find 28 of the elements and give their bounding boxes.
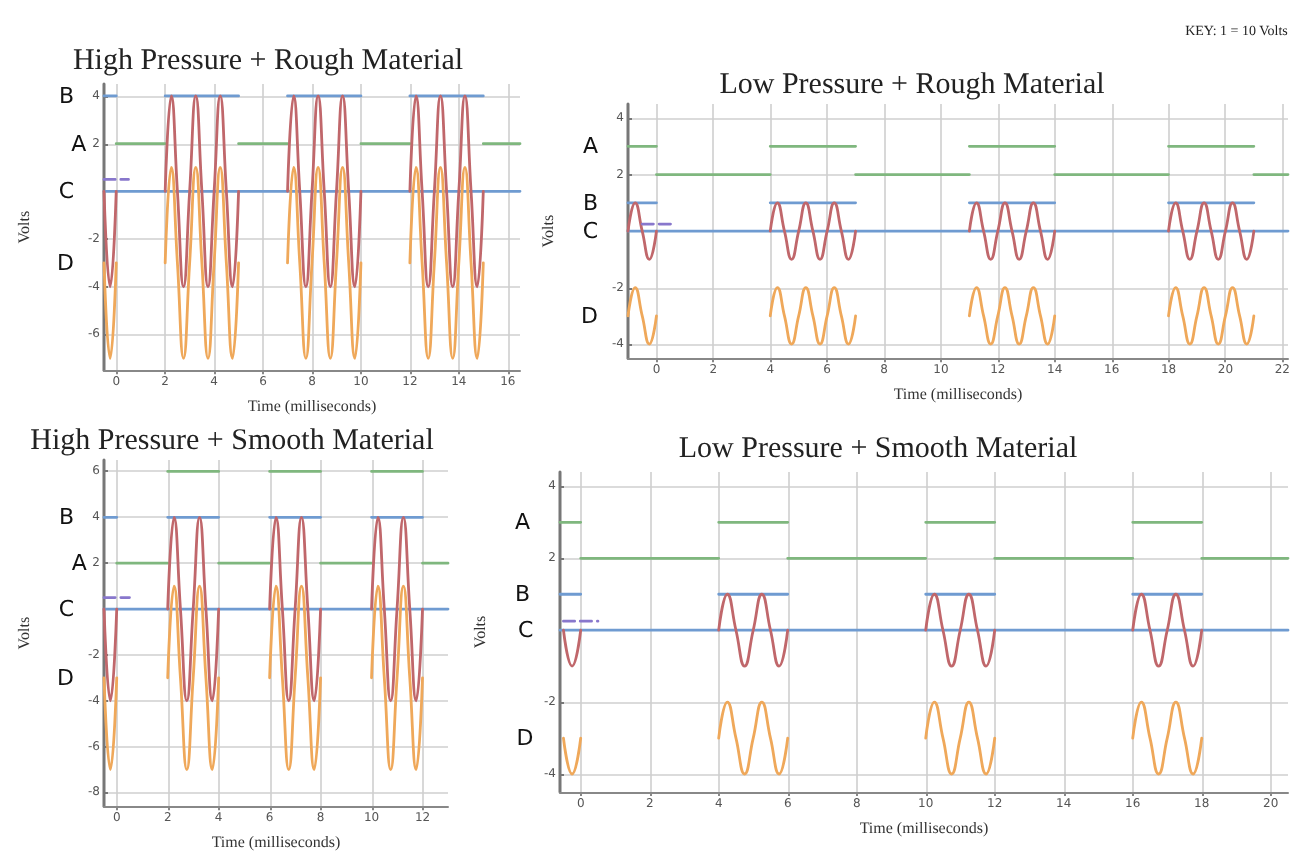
series-label: D — [516, 725, 534, 752]
chart-title: Low Pressure + Rough Material — [719, 69, 1105, 101]
chart-title: Low Pressure + Smooth Material — [678, 433, 1078, 465]
series-label: A — [71, 130, 88, 157]
series-label: A — [514, 509, 531, 536]
y-axis-title: Volts — [471, 615, 489, 649]
series-label: C — [58, 596, 75, 623]
x-axis-title: Time (milliseconds) — [211, 833, 342, 851]
x-axis-title: Time (milliseconds) — [859, 818, 990, 837]
series-label: A — [71, 550, 88, 577]
y-axis-title: Volts — [539, 214, 557, 248]
series-label: D — [57, 249, 74, 276]
series-label: C — [518, 617, 535, 644]
y-axis-title: Volts — [15, 210, 33, 244]
series-label: B — [514, 581, 530, 608]
x-axis-title: Time (milliseconds) — [247, 397, 378, 415]
series-label: D — [581, 302, 598, 329]
series-label: B — [582, 189, 598, 216]
series-label: C — [582, 218, 599, 245]
series-label: B — [58, 504, 74, 531]
series-label: A — [582, 133, 599, 160]
series-label: C — [58, 178, 75, 205]
series-label: B — [58, 82, 74, 109]
chart-title: High Pressure + Smooth Material — [30, 425, 434, 457]
x-axis-title: Time (milliseconds) — [893, 385, 1024, 403]
series-label: D — [57, 664, 74, 691]
chart-title: High Pressure + Rough Material — [72, 45, 464, 77]
y-axis-title: Volts — [15, 616, 33, 650]
